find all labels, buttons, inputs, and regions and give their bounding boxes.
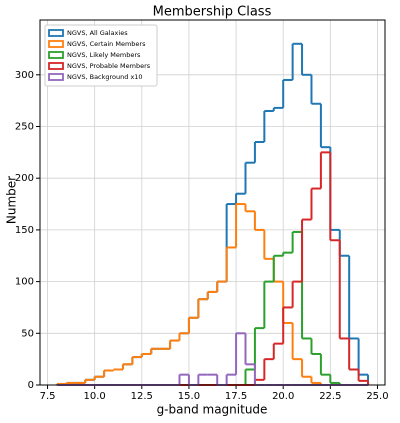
legend-swatch [48,62,64,70]
y-tick-label: 250 [15,122,34,133]
x-tick-label: 12.5 [131,391,153,402]
x-tick-label: 10.0 [84,391,106,402]
legend-label: NGVS, Probable Members [67,62,151,70]
legend-swatch [48,51,64,59]
y-tick-label: 200 [15,173,34,184]
legend-label: NGVS, Background x10 [67,73,143,81]
legend-label: NGVS, Likely Members [67,51,141,59]
y-tick-label: 100 [15,277,34,288]
x-axis-label: g-band magnitude [157,403,268,417]
y-tick-label: 0 [28,380,34,391]
legend-swatch [48,40,64,48]
legend-label: NGVS, All Galaxies [67,29,128,37]
y-tick-label: 300 [15,70,34,81]
legend-box [44,24,158,87]
y-tick-label: 50 [21,328,34,339]
x-tick-label: 20.0 [272,391,294,402]
legend-label: NGVS, Certain Members [67,40,146,48]
plot-frame [39,19,386,386]
y-axis-label: Number [5,176,19,224]
chart-title: Membership Class [153,5,272,20]
x-tick-label: 22.5 [319,391,341,402]
y-tick-label: 150 [15,225,34,236]
legend-swatch [48,29,64,37]
x-tick-label: 7.5 [40,391,56,402]
x-tick-label: 15.0 [178,391,200,402]
x-tick-label: 17.5 [225,391,247,402]
x-tick-label: 25.0 [366,391,388,402]
legend-swatch [48,73,64,81]
